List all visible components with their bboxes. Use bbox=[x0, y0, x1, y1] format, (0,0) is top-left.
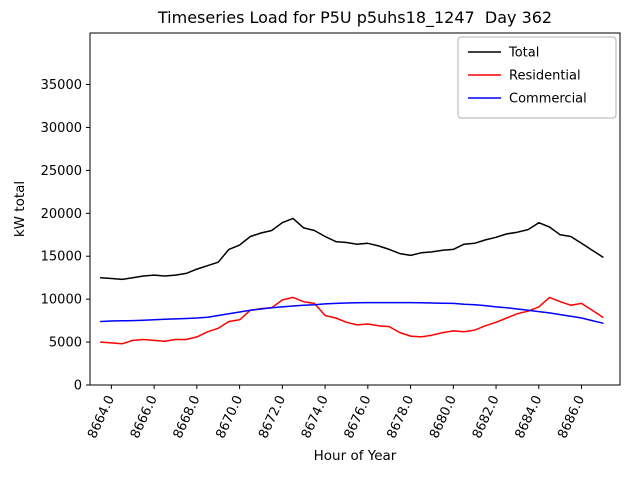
x-tick-label: 8684.0 bbox=[513, 393, 546, 441]
y-tick-label: 30000 bbox=[41, 121, 82, 136]
x-tick-label: 8680.0 bbox=[427, 393, 460, 441]
series-line-commercial bbox=[99, 301, 604, 324]
x-axis-ticks: 8664.0 8666.0 8668.0 8670.0 8672.0 8674.0 8676… bbox=[85, 385, 588, 441]
x-tick-label: 8664.0 bbox=[85, 393, 118, 441]
x-tick-label: 8676.0 bbox=[342, 393, 375, 441]
x-tick-label: 8668.0 bbox=[171, 393, 204, 441]
y-tick-label: 20000 bbox=[41, 207, 82, 222]
series-line-total bbox=[99, 217, 604, 281]
y-tick-label: 15000 bbox=[41, 250, 82, 265]
y-tick-label: 0 bbox=[74, 379, 82, 394]
x-tick-label: 8666.0 bbox=[128, 393, 161, 441]
x-tick-label: 8674.0 bbox=[299, 393, 332, 441]
x-tick-label: 8682.0 bbox=[470, 393, 503, 441]
x-tick-label: 8670.0 bbox=[213, 393, 246, 441]
chart-title: Timeseries Load for P5U p5uhs18_1247 Day… bbox=[157, 8, 553, 27]
x-tick-label: 8678.0 bbox=[384, 393, 417, 441]
x-tick-label: 8686.0 bbox=[555, 393, 588, 441]
y-tick-label: 35000 bbox=[41, 78, 82, 93]
y-tick-label: 25000 bbox=[41, 164, 82, 179]
y-axis-label: kW total bbox=[12, 180, 28, 238]
x-axis-label: Hour of Year bbox=[313, 448, 397, 464]
y-tick-label: 10000 bbox=[41, 293, 82, 308]
legend-label-total: Total bbox=[508, 46, 539, 61]
legend-label-residential: Residential bbox=[509, 69, 581, 84]
legend-label-commercial: Commercial bbox=[509, 92, 587, 107]
y-axis-ticks: 0 5000 10000 15000 20000 25000 30000 35000 bbox=[41, 78, 90, 394]
y-tick-label: 5000 bbox=[49, 336, 82, 351]
x-tick-label: 8672.0 bbox=[256, 393, 289, 441]
series-line-residential bbox=[99, 296, 604, 345]
axes-frame bbox=[89, 32, 621, 386]
legend: Total Residential Commercial bbox=[457, 36, 617, 119]
